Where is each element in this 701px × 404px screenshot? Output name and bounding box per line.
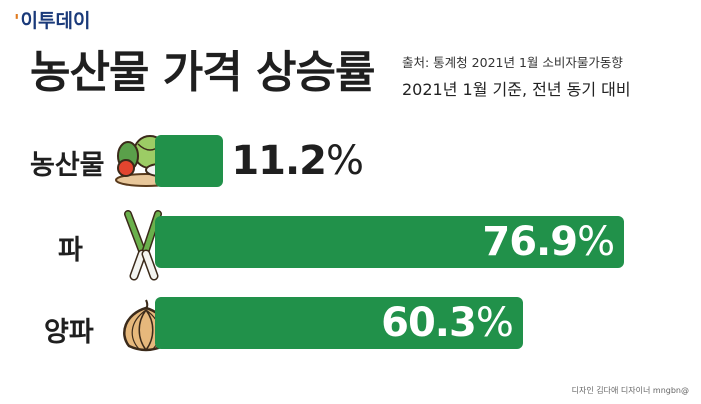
- value-unit-agri: %: [326, 138, 363, 184]
- value-number-agri: 11.2: [231, 138, 326, 184]
- brand-logo: '이투데이: [14, 6, 90, 33]
- value-number-onion: 60.3: [381, 300, 476, 346]
- category-label-greenonion: 파: [58, 228, 83, 267]
- bar-agri: [155, 135, 223, 187]
- value-unit-greenonion: %: [577, 219, 614, 265]
- logo-mark: ': [14, 11, 20, 32]
- value-label-agri: 11.2%: [231, 138, 363, 184]
- basis-note: 2021년 1월 기준, 전년 동기 대비: [402, 76, 631, 100]
- value-label-greenonion: 76.9%: [482, 219, 614, 265]
- value-unit-onion: %: [476, 300, 513, 346]
- logo-text: 이투데이: [21, 10, 91, 32]
- value-number-greenonion: 76.9: [482, 219, 577, 265]
- category-label-agri: 농산물: [30, 143, 105, 182]
- value-label-onion: 60.3%: [381, 300, 513, 346]
- category-label-onion: 양파: [44, 310, 94, 349]
- page-title: 농산물 가격 상승률: [30, 36, 374, 100]
- designer-credit: 디자인 김다애 디자이너 mngbn@: [572, 385, 689, 396]
- source-note: 출처: 통계청 2021년 1월 소비자물가동향: [402, 52, 623, 71]
